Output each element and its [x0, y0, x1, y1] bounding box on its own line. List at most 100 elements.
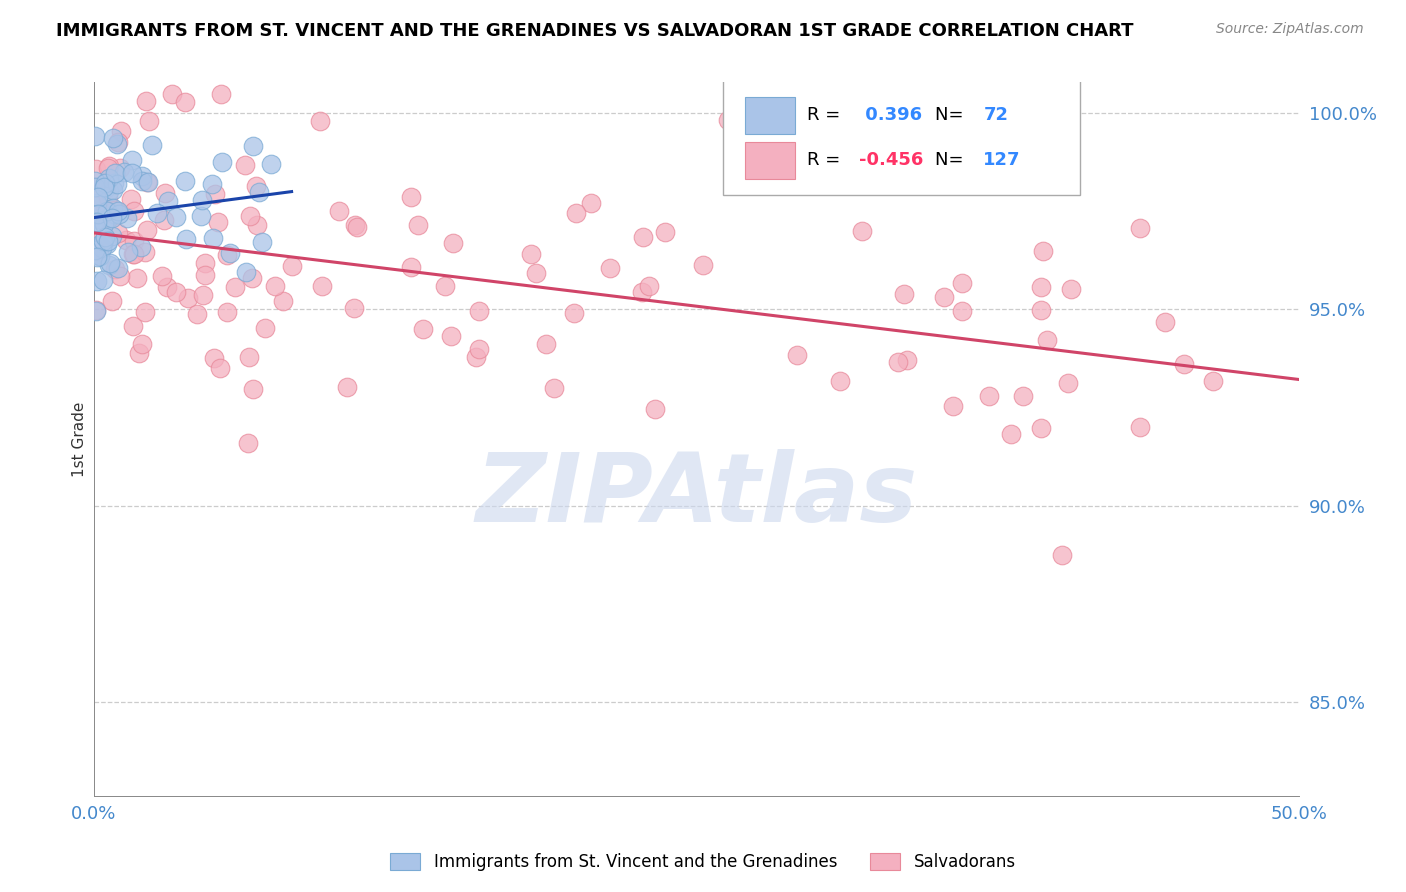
- Point: [247, 185, 270, 199]
- Text: 72: 72: [983, 106, 1008, 125]
- Text: N=: N=: [935, 106, 970, 125]
- Point: [433, 279, 456, 293]
- Point: [245, 179, 267, 194]
- Text: IMMIGRANTS FROM ST. VINCENT AND THE GRENADINES VS SALVADORAN 1ST GRADE CORRELATI: IMMIGRANTS FROM ST. VINCENT AND THE GREN…: [56, 22, 1133, 40]
- Point: [217, 305, 239, 319]
- Point: [134, 244, 156, 259]
- Point: [86, 274, 108, 288]
- Point: [153, 186, 176, 200]
- Point: [136, 175, 159, 189]
- Point: [599, 260, 621, 275]
- Point: [190, 209, 212, 223]
- Point: [86, 190, 108, 204]
- Point: [638, 279, 661, 293]
- Point: [91, 273, 114, 287]
- FancyBboxPatch shape: [745, 142, 796, 179]
- Point: [89, 180, 111, 194]
- Point: [543, 381, 565, 395]
- Point: [150, 269, 173, 284]
- Point: [173, 174, 195, 188]
- Point: [399, 190, 422, 204]
- Point: [129, 240, 152, 254]
- Point: [399, 260, 422, 275]
- Point: [122, 319, 145, 334]
- Point: [1173, 357, 1195, 371]
- Point: [346, 220, 368, 235]
- Point: [786, 348, 808, 362]
- Point: [103, 207, 125, 221]
- Point: [264, 279, 287, 293]
- Point: [245, 218, 267, 232]
- Point: [89, 249, 111, 263]
- Point: [236, 435, 259, 450]
- Point: [524, 266, 547, 280]
- Text: Source: ZipAtlas.com: Source: ZipAtlas.com: [1216, 22, 1364, 37]
- Point: [152, 212, 174, 227]
- Point: [86, 244, 108, 258]
- Point: [1154, 316, 1177, 330]
- Point: [87, 238, 110, 252]
- Point: [412, 322, 434, 336]
- Point: [631, 230, 654, 244]
- Point: [194, 256, 217, 270]
- Point: [716, 112, 738, 127]
- Point: [86, 161, 108, 176]
- Point: [631, 285, 654, 299]
- Point: [127, 271, 149, 285]
- Point: [84, 304, 107, 318]
- Point: [86, 212, 108, 227]
- Point: [441, 235, 464, 250]
- Point: [101, 131, 124, 145]
- Point: [105, 136, 128, 151]
- Text: N=: N=: [935, 152, 970, 169]
- Point: [208, 361, 231, 376]
- Point: [93, 217, 115, 231]
- Point: [89, 249, 111, 263]
- Point: [1036, 333, 1059, 347]
- Point: [1029, 420, 1052, 434]
- Point: [107, 203, 129, 218]
- Point: [138, 114, 160, 128]
- Point: [942, 399, 965, 413]
- Point: [87, 207, 110, 221]
- Point: [108, 268, 131, 283]
- Point: [98, 258, 121, 272]
- Point: [1129, 420, 1152, 434]
- Point: [406, 218, 429, 232]
- Point: [98, 159, 121, 173]
- Point: [84, 174, 107, 188]
- Point: [103, 176, 125, 190]
- Point: [1031, 279, 1053, 293]
- Point: [207, 215, 229, 229]
- Point: [194, 268, 217, 283]
- Point: [165, 210, 187, 224]
- Point: [114, 233, 136, 247]
- Point: [211, 87, 233, 101]
- Point: [121, 166, 143, 180]
- Point: [104, 166, 127, 180]
- Point: [135, 94, 157, 108]
- Point: [328, 203, 350, 218]
- Point: [93, 180, 115, 194]
- Point: [107, 207, 129, 221]
- Point: [96, 236, 118, 251]
- Point: [1000, 426, 1022, 441]
- Point: [122, 235, 145, 249]
- Point: [86, 196, 108, 211]
- Point: [1050, 548, 1073, 562]
- Point: [98, 255, 121, 269]
- Point: [191, 287, 214, 301]
- Point: [1201, 374, 1223, 388]
- Point: [122, 247, 145, 261]
- Point: [107, 135, 129, 149]
- Point: [233, 158, 256, 172]
- Point: [91, 234, 114, 248]
- Point: [1057, 376, 1080, 390]
- Point: [174, 95, 197, 110]
- Point: [94, 230, 117, 244]
- Point: [160, 87, 183, 101]
- Point: [115, 211, 138, 225]
- Point: [101, 293, 124, 308]
- Text: -0.456: -0.456: [859, 152, 924, 169]
- Point: [893, 287, 915, 301]
